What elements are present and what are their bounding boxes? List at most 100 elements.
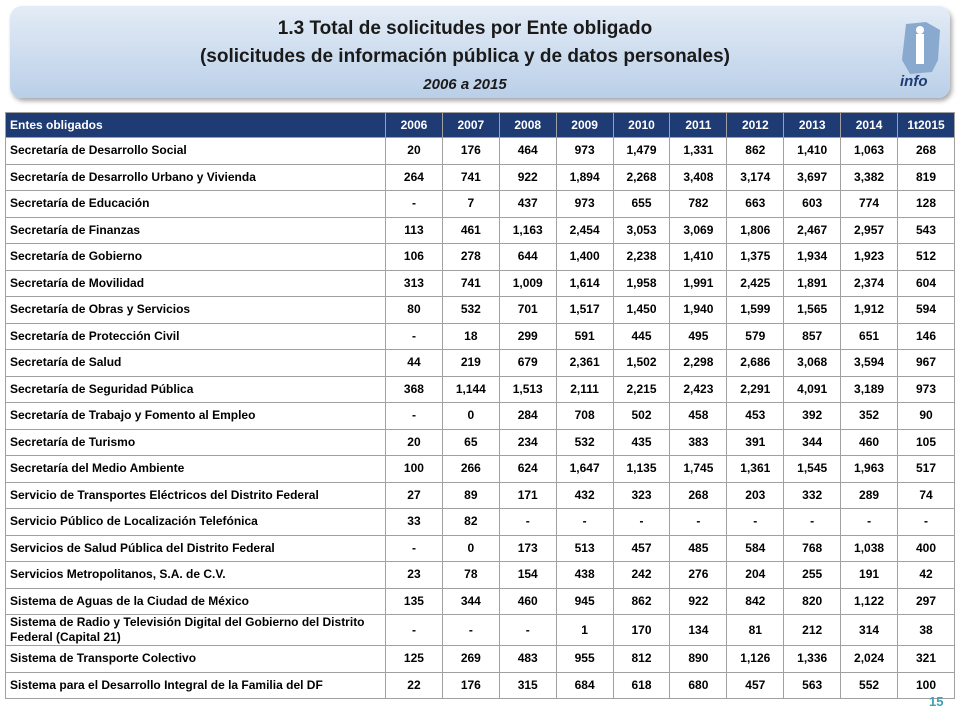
cell: 100 xyxy=(385,455,443,483)
table-row: Servicio Público de Localización Telefón… xyxy=(5,508,955,536)
cell: 1,513 xyxy=(498,375,557,403)
table-body: Secretaría de Desarrollo Social 20 176 464 9… xyxy=(5,137,955,699)
cell: 81 xyxy=(726,614,785,646)
cell: 44 xyxy=(385,349,443,377)
entity-name: Secretaría de Desarrollo Urbano y Vivien… xyxy=(5,163,386,191)
cell: 173 xyxy=(498,534,557,562)
cell: 392 xyxy=(783,402,842,430)
cell: 1,336 xyxy=(783,645,842,673)
cell: 820 xyxy=(783,587,842,615)
table-row: Secretaría de Obras y Servicios 80 532 701 1… xyxy=(5,296,955,324)
cell: 7 xyxy=(441,190,500,218)
cell: 445 xyxy=(612,322,671,350)
entity-name: Secretaría de Educación xyxy=(5,190,386,218)
cell: 344 xyxy=(783,428,842,456)
cell: 106 xyxy=(385,243,443,271)
cell: 2,957 xyxy=(840,216,899,244)
cell: 458 xyxy=(669,402,728,430)
cell: 2,374 xyxy=(840,269,899,297)
cell: 1,144 xyxy=(441,375,500,403)
entity-name: Servicio de Transportes Eléctricos del D… xyxy=(5,481,386,509)
entity-name: Sistema de Aguas de la Ciudad de México xyxy=(5,587,386,615)
cell: 100 xyxy=(897,671,955,699)
cell: - xyxy=(498,508,557,536)
cell: 1,894 xyxy=(555,163,614,191)
logo: info xyxy=(900,22,940,90)
cell: 435 xyxy=(612,428,671,456)
table-row: Sistema de Radio y Televisión Digital de… xyxy=(5,614,955,646)
cell: 321 xyxy=(897,645,955,673)
cell: 20 xyxy=(385,137,443,165)
column-header: 2010 xyxy=(612,112,671,138)
cell: 18 xyxy=(441,322,500,350)
column-header: 2007 xyxy=(441,112,500,138)
cell: 1,122 xyxy=(840,587,899,615)
cell: 204 xyxy=(726,561,785,589)
cell: 1,375 xyxy=(726,243,785,271)
cell: - xyxy=(840,508,899,536)
cell: 170 xyxy=(612,614,671,646)
entity-name: Secretaría de Protección Civil xyxy=(5,322,386,350)
cell: - xyxy=(669,508,728,536)
cell: 1,135 xyxy=(612,455,671,483)
cell: 299 xyxy=(498,322,557,350)
cell: - xyxy=(441,614,500,646)
cell: 819 xyxy=(897,163,955,191)
entity-name: Sistema de Transporte Colectivo xyxy=(5,645,386,673)
cell: 584 xyxy=(726,534,785,562)
cell: 3,382 xyxy=(840,163,899,191)
cell: 2,215 xyxy=(612,375,671,403)
cell: 82 xyxy=(441,508,500,536)
cell: 1,517 xyxy=(555,296,614,324)
column-header: Entes obligados xyxy=(5,112,386,138)
cell: 679 xyxy=(498,349,557,377)
cell: 313 xyxy=(385,269,443,297)
cell: - xyxy=(498,614,557,646)
entity-name: Secretaría de Movilidad xyxy=(5,269,386,297)
entity-name: Secretaría de Gobierno xyxy=(5,243,386,271)
cell: - xyxy=(897,508,955,536)
cell: 203 xyxy=(726,481,785,509)
cell: 768 xyxy=(783,534,842,562)
cell: 513 xyxy=(555,534,614,562)
table-row: Sistema para el Desarrollo Integral de l… xyxy=(5,671,955,699)
cell: 105 xyxy=(897,428,955,456)
cell: 485 xyxy=(669,534,728,562)
cell: 332 xyxy=(783,481,842,509)
cell: 22 xyxy=(385,671,443,699)
cell: 78 xyxy=(441,561,500,589)
cell: 297 xyxy=(897,587,955,615)
cell: 967 xyxy=(897,349,955,377)
cell: 973 xyxy=(897,375,955,403)
cell: 383 xyxy=(669,428,728,456)
table-row: Secretaría de Educación -7 437 973 655 782 663… xyxy=(5,190,955,218)
cell: 922 xyxy=(669,587,728,615)
cell: 512 xyxy=(897,243,955,271)
cell: 278 xyxy=(441,243,500,271)
cell: 400 xyxy=(897,534,955,562)
cell: 42 xyxy=(897,561,955,589)
table-row: Secretaría de Movilidad 313 741 1,009 1,614 1… xyxy=(5,269,955,297)
header-row: Entes obligados 2006 2007 2008 2009 2010 2011 2… xyxy=(5,112,955,138)
cell: 1,009 xyxy=(498,269,557,297)
cell: 23 xyxy=(385,561,443,589)
column-header: 2009 xyxy=(555,112,614,138)
cell: 90 xyxy=(897,402,955,430)
cell: - xyxy=(555,508,614,536)
cell: 563 xyxy=(783,671,842,699)
cell: 862 xyxy=(726,137,785,165)
cell: 774 xyxy=(840,190,899,218)
cell: 552 xyxy=(840,671,899,699)
cell: 955 xyxy=(555,645,614,673)
cell: 457 xyxy=(612,534,671,562)
cell: 264 xyxy=(385,163,443,191)
cell: 171 xyxy=(498,481,557,509)
cell: 973 xyxy=(555,190,614,218)
cell: 1,400 xyxy=(555,243,614,271)
cell: 1,923 xyxy=(840,243,899,271)
cell: 1,479 xyxy=(612,137,671,165)
cell: - xyxy=(385,322,443,350)
logo-figure xyxy=(916,34,924,64)
cell: 33 xyxy=(385,508,443,536)
cell: 1,745 xyxy=(669,455,728,483)
